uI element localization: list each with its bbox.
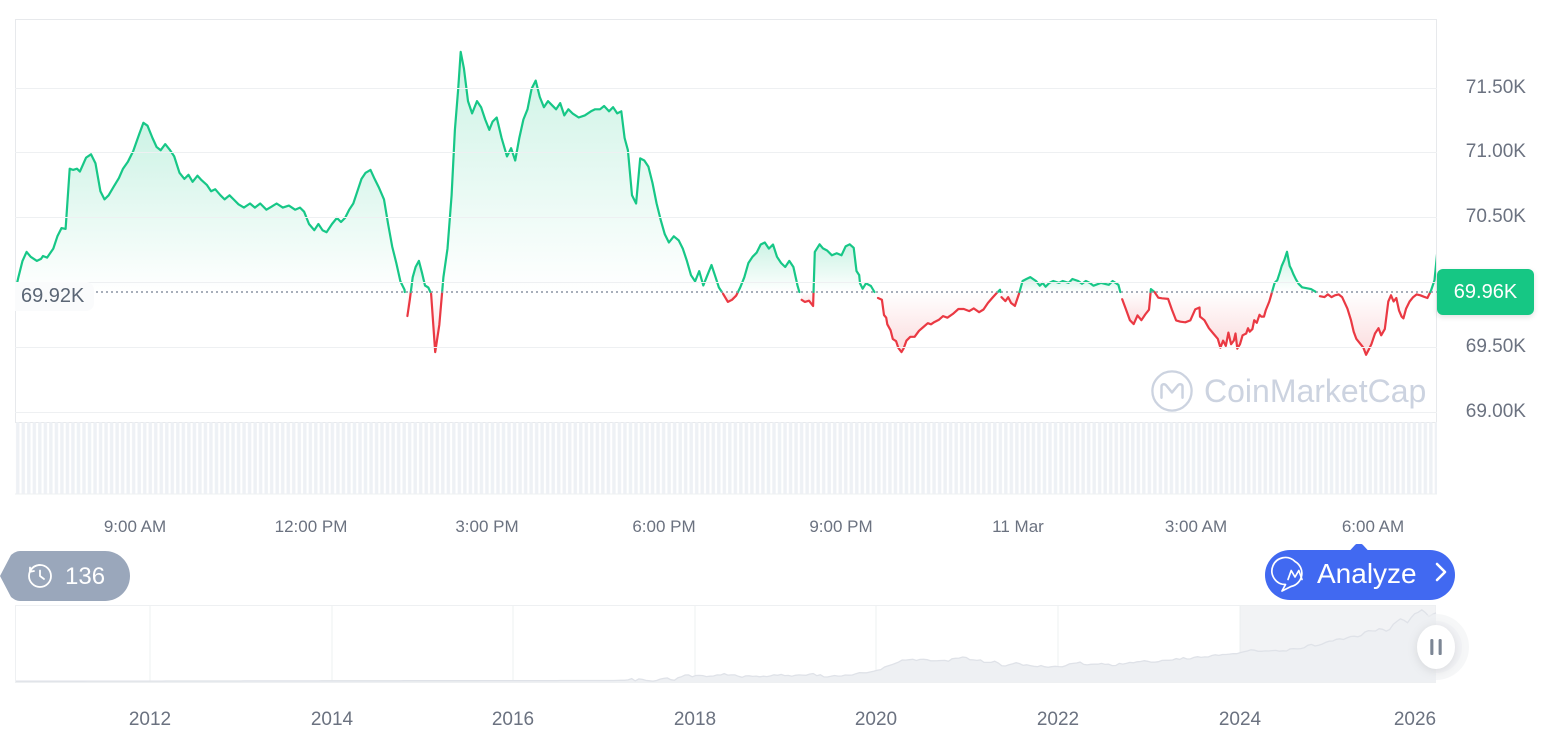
svg-text:Analyze: Analyze (1317, 558, 1417, 589)
